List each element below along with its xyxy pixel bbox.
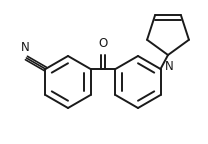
Text: N: N [21, 41, 30, 54]
Text: N: N [165, 60, 173, 73]
Text: O: O [98, 37, 108, 50]
